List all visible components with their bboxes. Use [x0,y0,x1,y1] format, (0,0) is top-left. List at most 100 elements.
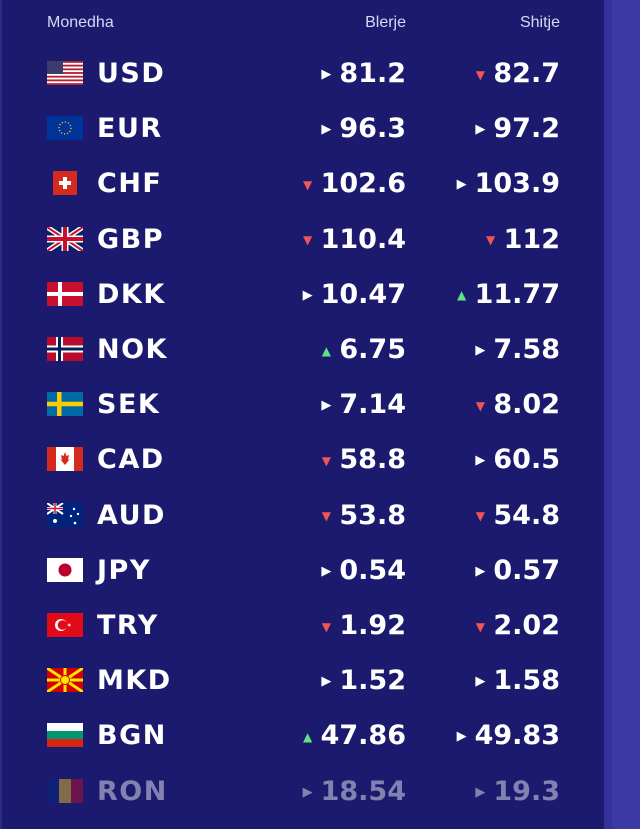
sell-rate: ▼ 54.8 [473,500,560,531]
rate-row-bgn: BGN ▲ 47.86 ▶ 49.83 [2,708,606,763]
sell-rate: ▶ 103.9 [455,168,560,199]
buy-rate-value: 53.8 [339,499,406,531]
currency-code: DKK [97,278,166,310]
australia-flag-icon [47,502,83,527]
trend-down-icon: ▼ [302,177,313,192]
buy-rate: ▶ 7.14 [319,389,406,420]
trend-down-icon: ▼ [475,619,485,634]
rate-row-usd: USD ▶ 81.2 ▼ 82.7 [2,46,606,101]
trend-flat-icon: ▶ [321,122,332,138]
trend-down-icon: ▼ [302,233,313,248]
trend-flat-icon: ▶ [475,674,486,690]
buy-rate-value: 0.54 [339,554,406,586]
sell-rate: ▶ 49.83 [455,720,560,751]
trend-flat-icon: ▶ [321,67,332,82]
exchange-rate-panel: Monedha Blerje Shitje USD ▶ 81.2 ▼ 82.7 EUR ▶ 9… [0,0,604,829]
trend-flat-icon: ▶ [456,177,467,193]
trend-down-icon: ▼ [321,619,331,634]
sell-rate: ▶ 1.58 [473,665,560,696]
sell-rate: ▶ 97.2 [473,113,560,144]
sell-rate-value: 97.2 [493,113,560,145]
buy-rate: ▶ 81.2 [319,58,406,89]
buy-rate: ▼ 110.4 [301,224,406,255]
currency-code: GBP [97,223,165,255]
usa-flag-icon [47,61,83,85]
currency-code: USD [97,58,166,89]
sell-rate-value: 0.57 [493,554,560,586]
rate-row-chf: CHF ▼ 102.6 ▶ 103.9 [2,156,606,211]
sell-rate-value: 49.83 [474,720,560,752]
buy-rate-value: 47.86 [320,720,406,752]
rate-row-aud: AUD ▼ 53.8 ▼ 54.8 [2,488,606,543]
trend-flat-icon: ▶ [475,453,486,469]
buy-rate-value: 81.2 [339,58,406,89]
buy-column-header: Blerje [365,14,406,31]
sell-rate-value: 82.7 [493,58,560,89]
buy-rate: ▶ 10.47 [301,279,406,310]
trend-flat-icon: ▶ [302,784,313,800]
rate-row-jpy: JPY ▶ 0.54 ▶ 0.57 [2,543,606,598]
buy-rate: ▼ 102.6 [301,168,406,199]
north-macedonia-flag-icon [47,668,83,693]
japan-flag-icon [47,557,83,582]
currency-column-header: Monedha [47,14,114,31]
canada-flag-icon [47,447,83,472]
scrollbar-thumb[interactable] [612,0,640,829]
buy-rate-value: 1.52 [339,665,406,697]
buy-rate-value: 18.54 [320,775,406,807]
trend-down-icon: ▼ [321,509,331,524]
sell-rate-value: 1.58 [493,665,560,697]
trend-down-icon: ▼ [321,453,331,468]
trend-flat-icon: ▶ [321,674,332,690]
buy-rate: ▼ 53.8 [319,500,406,531]
currency-code: BGN [97,720,167,752]
rate-row-eur: EUR ▶ 96.3 ▶ 97.2 [2,101,606,156]
rate-row-try: TRY ▼ 1.92 ▼ 2.02 [2,598,606,653]
trend-flat-icon: ▶ [321,563,332,579]
currency-code: CHF [97,168,163,200]
sell-rate-value: 60.5 [493,444,560,476]
trend-down-icon: ▼ [475,67,485,82]
currency-code: CAD [97,444,165,476]
rate-row-dkk: DKK ▶ 10.47 ▲ 11.77 [2,267,606,322]
buy-rate-value: 102.6 [320,168,406,200]
currency-code: RON [97,775,168,807]
switzerland-flag-icon [47,171,83,196]
sell-rate: ▶ 0.57 [473,555,560,586]
trend-down-icon: ▼ [475,509,485,524]
bulgaria-flag-icon [47,723,83,748]
rate-row-cad: CAD ▼ 58.8 ▶ 60.5 [2,432,606,487]
table-header: Monedha Blerje Shitje [2,0,606,48]
sell-rate: ▼ 82.7 [473,58,560,89]
sell-rate: ▲ 11.77 [455,279,560,310]
trend-flat-icon: ▶ [321,398,332,414]
sell-column-header: Shitje [519,14,560,31]
scrollbar-track[interactable] [604,0,640,829]
sell-rate: ▶ 19.3 [473,776,560,807]
sell-rate: ▶ 60.5 [473,444,560,475]
currency-code: JPY [97,554,151,586]
turkey-flag-icon [47,613,83,637]
buy-rate-value: 1.92 [339,610,406,641]
buy-rate: ▶ 1.52 [319,665,406,696]
sell-rate: ▶ 7.58 [473,334,560,365]
sell-rate-value: 112 [503,223,560,255]
currency-code: NOK [97,334,168,365]
trend-flat-icon: ▶ [475,122,486,138]
trend-up-icon: ▲ [302,729,313,744]
sell-rate-value: 7.58 [493,334,560,365]
buy-rate-value: 10.47 [320,278,406,310]
currency-code: TRY [97,610,159,641]
sell-rate: ▼ 8.02 [473,389,560,420]
buy-rate-value: 7.14 [339,389,406,421]
buy-rate: ▼ 58.8 [319,444,406,475]
sell-rate-value: 19.3 [493,775,560,807]
sell-rate-value: 103.9 [474,168,560,200]
trend-flat-icon: ▶ [475,784,486,800]
rate-row-ron: RON ▶ 18.54 ▶ 19.3 [2,764,606,819]
trend-up-icon: ▲ [456,288,467,303]
buy-rate: ▶ 0.54 [319,555,406,586]
norway-flag-icon [47,337,83,361]
sell-rate-value: 11.77 [474,278,560,310]
sell-rate-value: 2.02 [493,610,560,641]
